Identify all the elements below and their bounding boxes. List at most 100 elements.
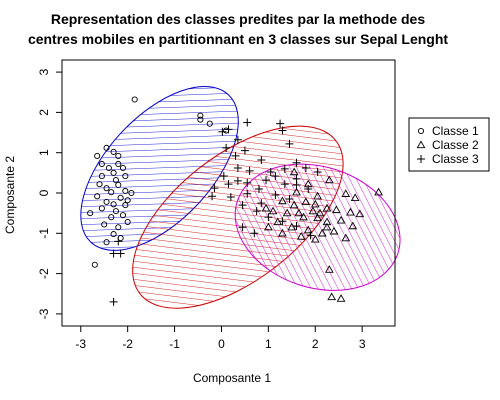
series-triangle <box>261 167 383 302</box>
point-circle-16 <box>122 173 129 180</box>
point-triangle-17 <box>299 212 308 221</box>
point-plus-13 <box>266 168 275 177</box>
point-circle-34 <box>115 224 122 231</box>
point-plus-4 <box>278 126 287 135</box>
point-triangle-34 <box>315 208 325 217</box>
point-plus-43 <box>292 174 301 183</box>
point-triangle-39 <box>310 234 320 243</box>
cluster-ellipse-3 <box>234 163 401 291</box>
point-circle-19 <box>115 181 122 188</box>
point-circle-0 <box>131 96 138 103</box>
x-tick-label: -3 <box>75 337 86 351</box>
point-plus-35 <box>278 217 287 226</box>
point-triangle-10 <box>301 197 311 206</box>
point-plus-47 <box>109 297 118 306</box>
point-plus-38 <box>238 223 247 232</box>
x-tick-label: -2 <box>122 337 133 351</box>
point-triangle-8 <box>278 196 287 205</box>
y-axis-label: Composante 2 <box>3 156 17 234</box>
point-triangle-37 <box>261 203 271 212</box>
point-circle-25 <box>110 201 117 208</box>
point-triangle-13 <box>331 205 341 214</box>
point-triangle-36 <box>268 206 278 215</box>
point-plus-17 <box>243 178 252 187</box>
x-axis-label: Composante 1 <box>193 371 271 385</box>
point-plus-15 <box>233 176 242 185</box>
point-triangle-30 <box>324 265 334 273</box>
x-tick-label: 2 <box>312 337 319 351</box>
point-plus-31 <box>285 195 294 204</box>
point-circle-10 <box>105 164 112 172</box>
x-tick-label: 1 <box>265 337 272 351</box>
point-triangle-12 <box>322 203 332 212</box>
point-plus-33 <box>252 207 261 216</box>
point-plus-18 <box>254 184 263 193</box>
legend-marker-plus <box>417 155 425 163</box>
point-triangle-16 <box>282 208 292 217</box>
point-circle-5 <box>103 144 110 151</box>
y-tick-label: -2 <box>37 268 51 279</box>
point-circle-30 <box>119 212 127 219</box>
point-circle-33 <box>101 221 108 228</box>
point-plus-6 <box>233 135 242 144</box>
point-circle-18 <box>103 185 110 192</box>
point-circle-21 <box>108 189 115 196</box>
point-circle-1 <box>197 112 204 119</box>
point-circle-9 <box>98 160 105 168</box>
legend-marker-triangle <box>416 140 426 149</box>
point-plus-23 <box>280 164 289 173</box>
y-tick-label: -1 <box>37 228 51 239</box>
point-circle-27 <box>98 205 105 212</box>
point-circle-12 <box>119 164 127 172</box>
point-triangle-26 <box>329 226 339 235</box>
point-triangle-21 <box>348 221 358 230</box>
point-triangle-40 <box>322 222 332 231</box>
point-triangle-0 <box>289 167 299 176</box>
y-tick-label: 2 <box>37 109 51 116</box>
x-tick-label: 0 <box>218 337 225 351</box>
point-plus-19 <box>243 189 252 198</box>
point-plus-7 <box>222 143 231 152</box>
point-plus-25 <box>301 164 310 173</box>
point-triangle-11 <box>310 199 320 208</box>
x-axis: -3 -2 -1 0 1 2 3 <box>75 325 366 351</box>
point-circle-39 <box>128 189 135 197</box>
point-triangle-28 <box>263 222 273 231</box>
point-plus-42 <box>257 199 266 208</box>
x-tick-label: 3 <box>359 337 366 351</box>
point-triangle-6 <box>350 193 360 201</box>
legend-label: Classe 1 <box>432 124 479 138</box>
point-circle-28 <box>87 210 94 217</box>
point-circle-20 <box>122 187 129 195</box>
point-plus-8 <box>240 146 249 155</box>
point-plus-12 <box>245 166 254 175</box>
point-triangle-18 <box>313 213 322 222</box>
point-circle-36 <box>103 239 110 246</box>
point-triangle-15 <box>355 209 365 218</box>
point-circle-22 <box>94 193 101 200</box>
point-circle-4 <box>197 116 204 123</box>
y-axis: -3 -2 -1 0 1 2 3 <box>37 68 63 319</box>
point-plus-29 <box>304 184 313 193</box>
point-plus-36 <box>292 222 301 231</box>
point-triangle-35 <box>294 208 304 217</box>
point-triangle-5 <box>341 189 351 197</box>
point-circle-29 <box>112 208 119 215</box>
point-plus-32 <box>238 201 247 210</box>
point-circle-15 <box>112 177 119 184</box>
point-circle-35 <box>110 231 117 238</box>
point-plus-26 <box>313 168 322 177</box>
point-circle-13 <box>110 169 117 176</box>
point-plus-10 <box>257 155 266 164</box>
series-circle <box>87 96 230 268</box>
point-triangle-9 <box>289 200 299 209</box>
point-plus-30 <box>271 191 280 200</box>
point-triangle-24 <box>303 225 313 234</box>
x-tick-label: -1 <box>169 337 180 351</box>
data-points <box>87 96 383 306</box>
point-circle-24 <box>103 198 110 205</box>
point-circle-11 <box>115 160 122 168</box>
cluster-ellipses <box>80 85 401 309</box>
